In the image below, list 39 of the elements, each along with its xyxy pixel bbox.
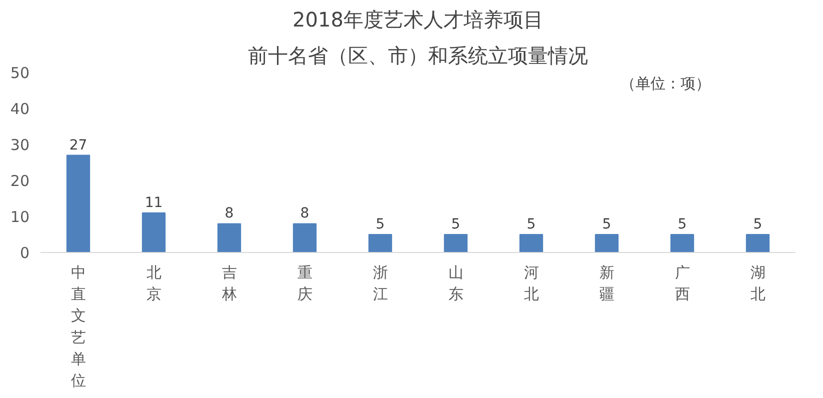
data-label: 8 [300,206,310,222]
x-tick-label: 中直文艺单位 [70,264,86,390]
y-tick-label: 20 [10,172,30,190]
data-label: 5 [451,216,460,232]
bar [66,154,90,252]
chart-title: 2018年度艺术人才培养项目 [292,8,544,32]
data-label: 5 [753,216,762,232]
data-label: 11 [144,194,163,211]
x-tick-label: 湖北 [750,264,766,304]
x-tick-label: 广西 [674,264,690,304]
x-tick-label: 新疆 [599,264,614,304]
data-label: 5 [678,216,687,232]
bar [142,212,166,252]
y-tick-label: 0 [20,244,30,262]
data-label: 5 [602,216,612,232]
annotation: （单位：项） [620,74,710,92]
bar [670,234,694,252]
chart-subtitle: 前十名省（区、市）和系统立项量情况 [248,44,588,68]
bar [217,223,242,252]
y-tick-label: 40 [10,100,30,118]
data-label: 8 [224,206,234,222]
data-label: 27 [69,137,88,154]
bar [444,234,468,252]
x-tick-label: 北京 [146,264,162,304]
bar [746,234,770,252]
bar [368,234,392,252]
x-tick-label: 浙江 [372,264,388,304]
x-tick-label: 山东 [448,264,464,304]
data-label: 5 [376,216,385,232]
x-tick-label: 吉林 [220,264,237,304]
y-tick-label: 30 [10,136,30,154]
bar [292,223,317,252]
y-tick-label: 50 [10,64,30,82]
x-tick-label: 重庆 [297,264,312,304]
x-tick-label: 河北 [524,264,539,304]
bar [519,234,544,252]
data-label: 5 [526,216,536,232]
bar [594,234,619,252]
y-tick-label: 10 [10,208,30,226]
